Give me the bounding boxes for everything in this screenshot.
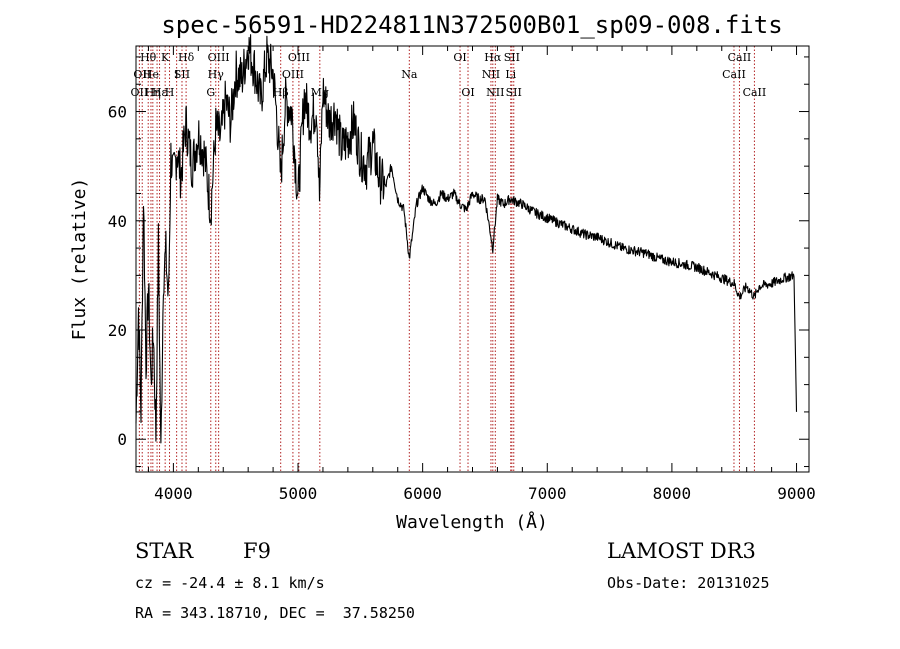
spectral-line-label: I: [174, 68, 178, 81]
spectral-line-label: Li: [505, 68, 516, 81]
spectral-line-label: Hη: [145, 86, 161, 99]
spectral-line-label: G: [206, 86, 215, 99]
spectral-line-label: NII: [486, 86, 504, 99]
spectral-line-label: SII: [506, 86, 522, 99]
spectral-line-label: Hθ: [140, 51, 157, 64]
x-tick-label: 8000: [653, 484, 692, 503]
spectral-line-label: He: [143, 68, 159, 81]
spectral-line-label: Hε: [152, 86, 168, 99]
spectral-line-label: Hβ: [273, 86, 289, 99]
spectral-line-label: K: [161, 51, 170, 64]
plot-frame: [135, 45, 810, 473]
redshift-text: cz = -24.4 ± 8.1 km/s: [135, 574, 325, 592]
survey-name: LAMOST DR3: [607, 539, 756, 563]
x-tick-label: 5000: [279, 484, 318, 503]
spectral-line-label: OI: [461, 86, 474, 99]
spectral-line-label: CaII: [722, 68, 746, 81]
x-tick-label: 7000: [528, 484, 567, 503]
spectral-line-label: OIII: [208, 51, 230, 64]
object-class: STAR: [135, 539, 194, 563]
spectral-line-label: NII: [482, 68, 500, 81]
y-tick-label: 0: [117, 430, 127, 449]
spectral-line-label: OII: [131, 86, 149, 99]
obs-date: Obs-Date: 20131025: [607, 574, 770, 592]
spectral-line-label: OIII: [282, 68, 304, 81]
x-tick-label: 6000: [403, 484, 442, 503]
spectral-line-label: SII: [504, 51, 520, 64]
x-axis-label: Wavelength (Å): [396, 511, 548, 533]
spectral-line-label: OIII: [288, 51, 310, 64]
spectral-line-label: OII: [133, 68, 151, 81]
spectral-line-label: Hα: [484, 51, 502, 64]
spectral-line-label: Hδ: [178, 51, 195, 64]
spectral-line-label: Na: [401, 68, 418, 81]
y-tick-label: 20: [108, 321, 127, 340]
x-tick-label: 9000: [777, 484, 816, 503]
coordinates: RA = 343.18710, DEC = 37.58250: [135, 604, 415, 622]
spectral-line-label: CaII: [743, 86, 767, 99]
x-tick-label: 4000: [154, 484, 193, 503]
spectral-line-label: SII: [174, 68, 190, 81]
y-axis-label: Flux (relative): [69, 178, 90, 341]
spectral-line-label: OI: [453, 51, 466, 64]
spectral-subclass: F9: [243, 539, 271, 563]
spectral-line-label: Hγ: [208, 68, 225, 81]
spectral-line-label: CaII: [728, 51, 752, 64]
spectrum-series-line: [135, 34, 798, 444]
chart-title: spec-56591-HD224811N372500B01_sp09-008.f…: [161, 11, 782, 39]
y-tick-label: 60: [108, 103, 127, 122]
y-tick-label: 40: [108, 212, 127, 231]
spectral-line-label: H: [165, 86, 175, 99]
